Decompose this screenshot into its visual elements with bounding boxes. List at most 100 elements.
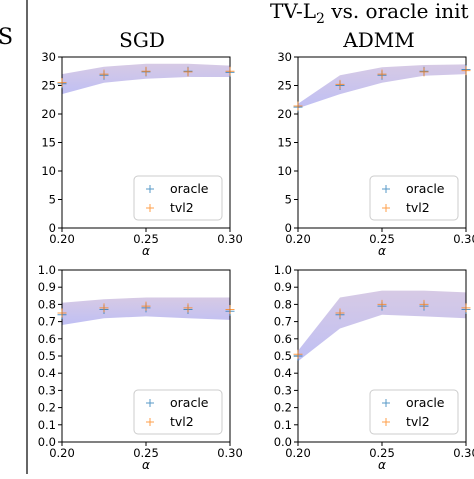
figure-top-title: TV-L2 vs. oracle init bbox=[270, 0, 469, 27]
legend-marker-oracle bbox=[146, 185, 154, 193]
subplot-title-admm: ADMM bbox=[342, 28, 414, 52]
legend-marker-tvl2 bbox=[146, 418, 154, 426]
left-title-fragment: S bbox=[0, 25, 13, 50]
x-tick-label: 0.30 bbox=[453, 446, 474, 460]
top-title-rest: vs. oracle init bbox=[325, 0, 469, 23]
data-point-tvl2 bbox=[335, 308, 345, 318]
data-point-tvl2 bbox=[461, 303, 471, 313]
data-point-tvl2 bbox=[99, 69, 109, 79]
legend: oracle tvl2 bbox=[369, 389, 459, 435]
y-tick-label: 0.6 bbox=[274, 332, 292, 346]
subplot-title-sgd: SGD bbox=[119, 28, 165, 52]
x-axis-label: α bbox=[378, 244, 386, 258]
y-tick-label: 20 bbox=[41, 107, 56, 121]
x-tick-label: 0.25 bbox=[133, 446, 159, 460]
y-tick-label: 1.0 bbox=[38, 263, 56, 277]
y-tick-label: 20 bbox=[277, 107, 292, 121]
legend: oracle tvl2 bbox=[133, 175, 223, 221]
subplot-grid: 0 5 10 15 20 25 30 0.20 0.25 0.30 α oracle tvl2 0 5 10 1… bbox=[38, 50, 474, 472]
x-tick-label: 0.30 bbox=[217, 232, 243, 246]
y-tick-label: 0.8 bbox=[38, 297, 56, 311]
data-point-tvl2 bbox=[141, 66, 151, 76]
y-tick-label: 0.5 bbox=[274, 349, 292, 363]
data-point-tvl2 bbox=[225, 305, 235, 315]
data-point-tvl2 bbox=[57, 78, 67, 88]
x-axis-label: α bbox=[142, 244, 150, 258]
x-tick-label: 0.30 bbox=[453, 232, 474, 246]
data-point-tvl2 bbox=[335, 79, 345, 89]
y-tick-label: 0.8 bbox=[274, 297, 292, 311]
y-tick-label: 0.9 bbox=[38, 280, 56, 294]
y-tick-label: 0.2 bbox=[38, 401, 56, 415]
data-point-tvl2 bbox=[293, 101, 303, 111]
x-tick-label: 0.20 bbox=[285, 232, 311, 246]
y-tick-label: 0 bbox=[285, 221, 292, 235]
y-tick-label: 10 bbox=[41, 164, 56, 178]
x-tick-label: 0.20 bbox=[49, 446, 75, 460]
legend-label-tvl2: tvl2 bbox=[406, 200, 430, 215]
legend-marker-tvl2 bbox=[146, 204, 154, 212]
y-tick-label: 25 bbox=[277, 79, 292, 93]
data-point-tvl2 bbox=[183, 67, 193, 77]
y-tick-label: 0.6 bbox=[38, 332, 56, 346]
legend-box bbox=[369, 175, 459, 221]
legend-marker-tvl2 bbox=[382, 204, 390, 212]
y-tick-label: 0.3 bbox=[38, 383, 56, 397]
legend-marker-tvl2 bbox=[382, 418, 390, 426]
legend-label-tvl2: tvl2 bbox=[170, 414, 194, 429]
y-tick-label: 0.1 bbox=[38, 418, 56, 432]
y-tick-label: 0.9 bbox=[274, 280, 292, 294]
y-tick-label: 30 bbox=[277, 50, 292, 64]
legend-marker-oracle bbox=[146, 399, 154, 407]
data-point-tvl2 bbox=[57, 308, 67, 318]
y-tick-label: 5 bbox=[49, 193, 56, 207]
data-point-tvl2 bbox=[99, 303, 109, 313]
y-tick-label: 0.0 bbox=[274, 435, 292, 449]
y-tick-label: 0.4 bbox=[38, 366, 56, 380]
data-point-tvl2 bbox=[293, 349, 303, 359]
legend-label-oracle: oracle bbox=[170, 181, 209, 196]
data-point-tvl2 bbox=[183, 303, 193, 313]
data-point-tvl2 bbox=[419, 67, 429, 77]
y-tick-label: 15 bbox=[41, 136, 56, 150]
y-tick-label: 15 bbox=[277, 136, 292, 150]
data-point-tvl2 bbox=[225, 66, 235, 76]
y-tick-label: 0.7 bbox=[274, 315, 292, 329]
legend-marker-oracle bbox=[382, 185, 390, 193]
y-tick-label: 0.1 bbox=[274, 418, 292, 432]
y-tick-label: 0.0 bbox=[38, 435, 56, 449]
data-point-tvl2 bbox=[377, 299, 387, 309]
y-tick-label: 0 bbox=[49, 221, 56, 235]
legend-box bbox=[133, 389, 223, 435]
legend-box bbox=[133, 175, 223, 221]
legend: oracle tvl2 bbox=[133, 389, 223, 435]
subplot-2: 0 5 10 15 20 25 30 0.20 0.25 0.30 α oracle tvl2 bbox=[277, 50, 474, 258]
y-tick-label: 0.3 bbox=[274, 383, 292, 397]
data-point-tvl2 bbox=[377, 69, 387, 79]
x-tick-label: 0.25 bbox=[133, 232, 159, 246]
y-tick-label: 30 bbox=[41, 50, 56, 64]
legend-label-oracle: oracle bbox=[170, 395, 209, 410]
y-tick-label: 0.4 bbox=[274, 366, 292, 380]
x-axis-label: α bbox=[142, 458, 150, 472]
subplot-1: 0 5 10 15 20 25 30 0.20 0.25 0.30 α oracle tvl2 bbox=[41, 50, 242, 258]
x-tick-label: 0.20 bbox=[285, 446, 311, 460]
legend-label-oracle: oracle bbox=[406, 395, 445, 410]
legend-marker-oracle bbox=[382, 399, 390, 407]
y-tick-label: 0.2 bbox=[274, 401, 292, 415]
x-axis-label: α bbox=[378, 458, 386, 472]
y-tick-label: 25 bbox=[41, 79, 56, 93]
x-tick-label: 0.25 bbox=[369, 446, 395, 460]
y-tick-label: 10 bbox=[277, 164, 292, 178]
legend-box bbox=[369, 389, 459, 435]
y-tick-label: 0.5 bbox=[38, 349, 56, 363]
y-tick-label: 1.0 bbox=[274, 263, 292, 277]
top-title-main: TV-L bbox=[270, 0, 316, 23]
x-tick-label: 0.30 bbox=[217, 446, 243, 460]
data-point-tvl2 bbox=[141, 301, 151, 311]
y-tick-label: 5 bbox=[285, 193, 292, 207]
legend-label-tvl2: tvl2 bbox=[170, 200, 194, 215]
x-tick-label: 0.25 bbox=[369, 232, 395, 246]
top-title-subscript: 2 bbox=[316, 11, 325, 27]
legend-label-oracle: oracle bbox=[406, 181, 445, 196]
